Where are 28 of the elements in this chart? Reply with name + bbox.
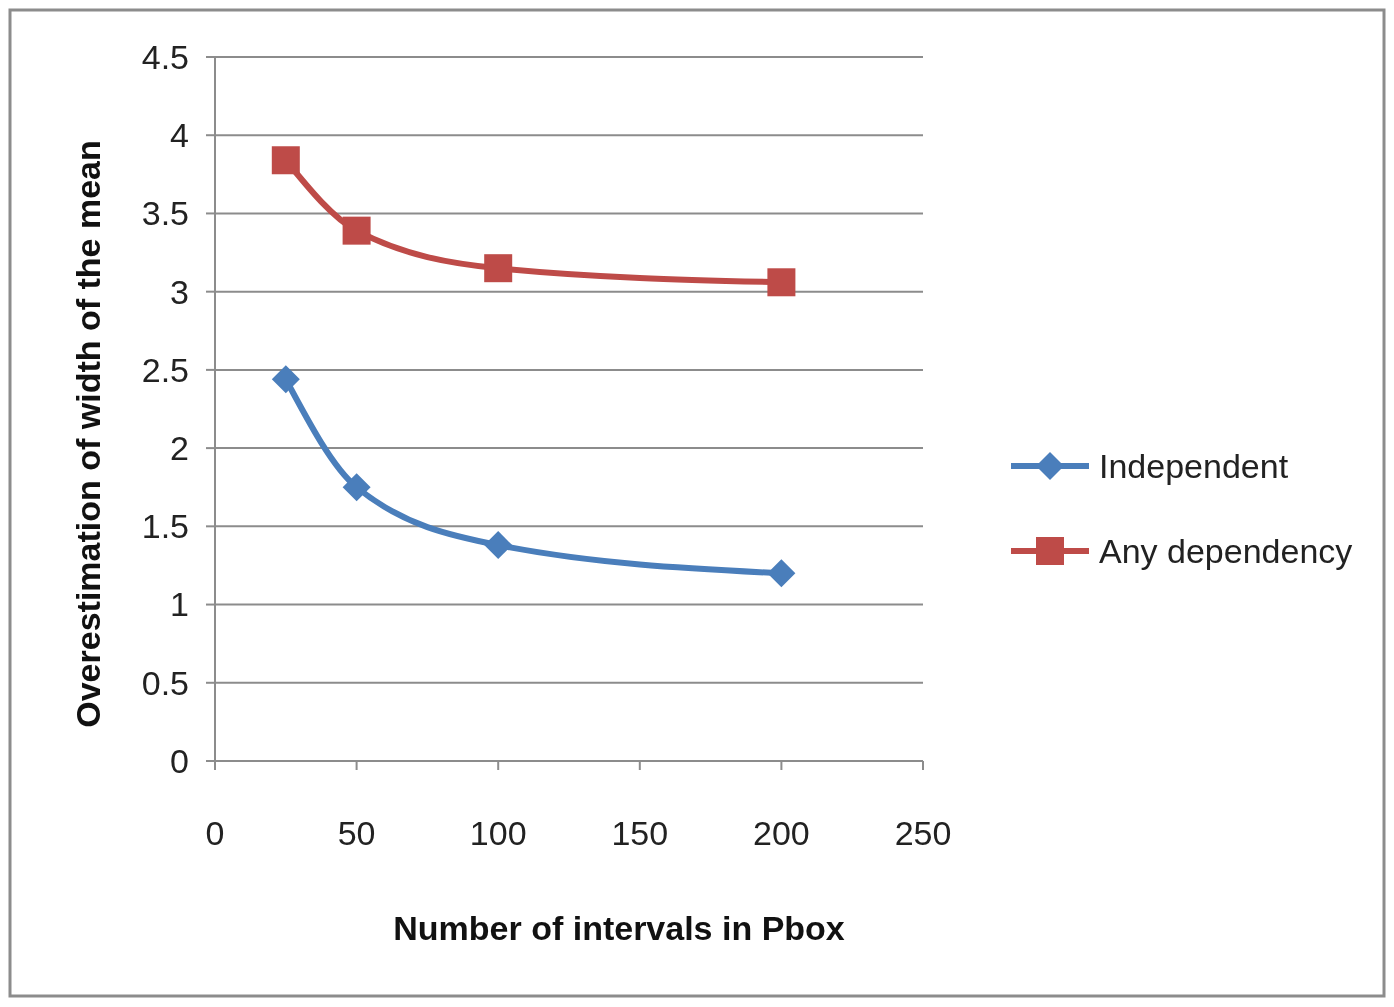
y-tick-label: 2 [170, 429, 189, 468]
point [271, 146, 300, 175]
legend-label: Any dependency [1099, 531, 1353, 570]
y-tick-label: 1 [170, 585, 189, 624]
y-tick-label: 1.5 [141, 507, 189, 546]
y-tick-label: 4 [170, 116, 189, 155]
point [484, 531, 513, 560]
y-tick-label: 2.5 [141, 350, 189, 389]
legend-label: Independent [1099, 446, 1289, 485]
x-tick-label: 150 [611, 814, 669, 852]
x-tick-label: 0 [205, 814, 225, 852]
x-tick-label: 100 [469, 814, 527, 852]
point [767, 268, 796, 297]
y-tick-label: 0 [170, 741, 189, 780]
x-tick-label: 250 [894, 814, 952, 852]
point [484, 254, 513, 283]
point [342, 216, 371, 245]
y-axis-title: Overestimation of width of the mean [69, 140, 107, 728]
x-tick-label: 50 [337, 814, 376, 852]
point [271, 365, 300, 394]
point [342, 473, 371, 502]
y-tick-label: 4.5 [141, 37, 189, 76]
y-tick-label: 3 [170, 272, 189, 311]
y-tick-label: 3.5 [141, 194, 189, 233]
x-tick-label: 200 [753, 814, 810, 852]
point [767, 559, 796, 588]
x-axis-title: Number of intervals in Pbox [393, 909, 845, 947]
y-tick-label: 0.5 [141, 663, 189, 702]
